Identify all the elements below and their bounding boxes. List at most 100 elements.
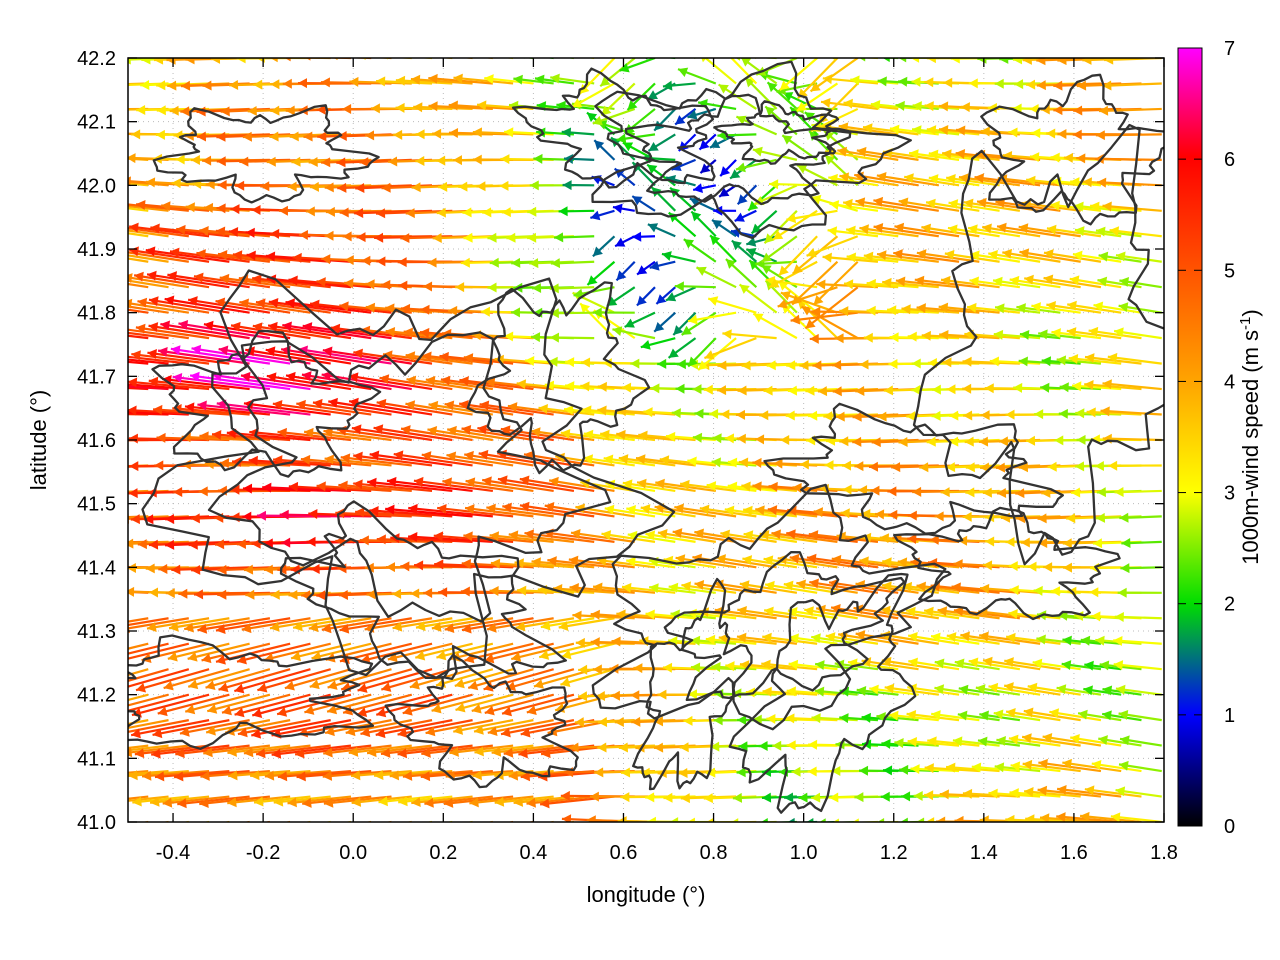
wind-arrow — [221, 693, 291, 716]
wind-arrow — [636, 286, 656, 307]
wind-arrow — [1025, 175, 1081, 187]
wind-arrow — [876, 171, 939, 187]
wind-arrow — [128, 286, 129, 288]
wind-arrow — [442, 477, 514, 493]
wind-arrow — [612, 326, 656, 340]
wind-arrow — [385, 504, 473, 518]
wind-arrow — [796, 579, 858, 594]
wind-arrow — [179, 719, 250, 737]
wind-arrow — [402, 769, 473, 781]
wind-arrow — [510, 642, 575, 662]
wind-arrow — [893, 249, 960, 263]
wind-arrow — [128, 771, 129, 773]
wind-arrow — [376, 398, 453, 416]
wind-arrow — [806, 817, 838, 822]
wind-arrow — [1022, 759, 1081, 773]
wind-arrow — [789, 553, 858, 569]
wind-arrow — [519, 501, 595, 518]
wind-arrow — [277, 427, 352, 442]
wind-arrow — [413, 476, 493, 493]
contour-line — [466, 281, 651, 475]
wind-arrow — [393, 450, 473, 467]
wind-arrow — [657, 529, 716, 543]
wind-arrow — [1114, 612, 1162, 623]
wind-arrow — [806, 553, 879, 569]
wind-arrow — [788, 659, 838, 671]
wind-arrow — [645, 530, 696, 543]
wind-arrow — [937, 606, 1000, 620]
wind-arrow — [137, 297, 210, 314]
wind-arrow — [869, 684, 919, 696]
wind-arrow — [755, 58, 798, 76]
wind-arrow — [538, 403, 595, 416]
wind-arrow — [1003, 682, 1061, 696]
wind-arrow — [228, 769, 291, 781]
wind-arrow — [300, 454, 372, 467]
wind-arrow — [647, 133, 676, 152]
wind-arrow — [583, 429, 635, 442]
wind-arrow — [526, 795, 595, 808]
wind-arrow — [1107, 352, 1162, 365]
wind-arrow — [948, 199, 1000, 212]
wind-arrow — [761, 818, 797, 822]
wind-arrow — [674, 108, 697, 126]
wind-arrow — [453, 73, 514, 85]
wind-arrow — [763, 555, 818, 569]
wind-arrow — [130, 719, 210, 739]
wind-arrow — [250, 769, 311, 781]
wind-arrow — [128, 744, 149, 750]
wind-arrow — [1067, 300, 1122, 314]
wind-arrow — [989, 356, 1041, 367]
wind-arrow — [979, 631, 1041, 645]
wind-arrow — [128, 362, 129, 364]
wind-arrow — [472, 127, 534, 138]
wind-arrow — [1024, 787, 1081, 798]
y-tick-label: 41.1 — [77, 748, 116, 770]
wind-arrow — [1100, 406, 1162, 417]
wind-arrow — [147, 348, 230, 365]
wind-arrow — [1008, 734, 1061, 747]
colorbar-tick-label: 3 — [1224, 483, 1235, 505]
wind-arrow — [141, 769, 210, 781]
wind-arrow — [668, 582, 716, 594]
wind-arrow — [149, 795, 210, 807]
wind-arrow — [128, 205, 169, 212]
wind-arrow — [771, 529, 838, 543]
wind-arrow — [967, 224, 1021, 238]
wind-arrow — [351, 795, 412, 807]
wind-arrow — [223, 820, 230, 822]
wind-arrow — [458, 399, 534, 416]
wind-arrow — [1115, 786, 1162, 798]
wind-arrow — [128, 668, 149, 677]
contour-line — [980, 73, 1164, 226]
wind-arrow — [513, 795, 575, 807]
wind-arrow — [1117, 587, 1162, 598]
wind-arrow — [822, 252, 879, 263]
wind-arrow — [685, 817, 737, 822]
wind-arrow — [157, 346, 250, 365]
wind-arrow — [837, 146, 899, 161]
wind-arrow — [898, 817, 939, 822]
wind-arrow — [203, 744, 271, 758]
wind-arrow — [988, 682, 1041, 696]
wind-arrow — [128, 355, 189, 365]
wind-arrow — [425, 820, 433, 822]
colorbar-tick-label: 0 — [1224, 816, 1235, 838]
wind-arrow — [184, 402, 270, 416]
wind-arrow — [1086, 407, 1142, 418]
wind-arrow — [288, 481, 372, 493]
wind-arrow — [894, 738, 939, 748]
wind-arrow — [128, 693, 149, 702]
wind-arrow — [850, 75, 899, 86]
y-tick-label: 41.0 — [77, 812, 116, 834]
wind-arrow — [403, 58, 453, 60]
wind-arrow — [761, 659, 818, 671]
wind-arrow — [662, 80, 696, 91]
wind-arrow — [1098, 251, 1142, 263]
wind-arrow — [148, 322, 230, 340]
wind-arrow — [478, 449, 554, 467]
y-tick-label: 41.8 — [77, 303, 116, 325]
wind-arrow — [698, 133, 717, 151]
wind-arrow — [351, 424, 433, 442]
wind-arrow — [1102, 201, 1162, 212]
